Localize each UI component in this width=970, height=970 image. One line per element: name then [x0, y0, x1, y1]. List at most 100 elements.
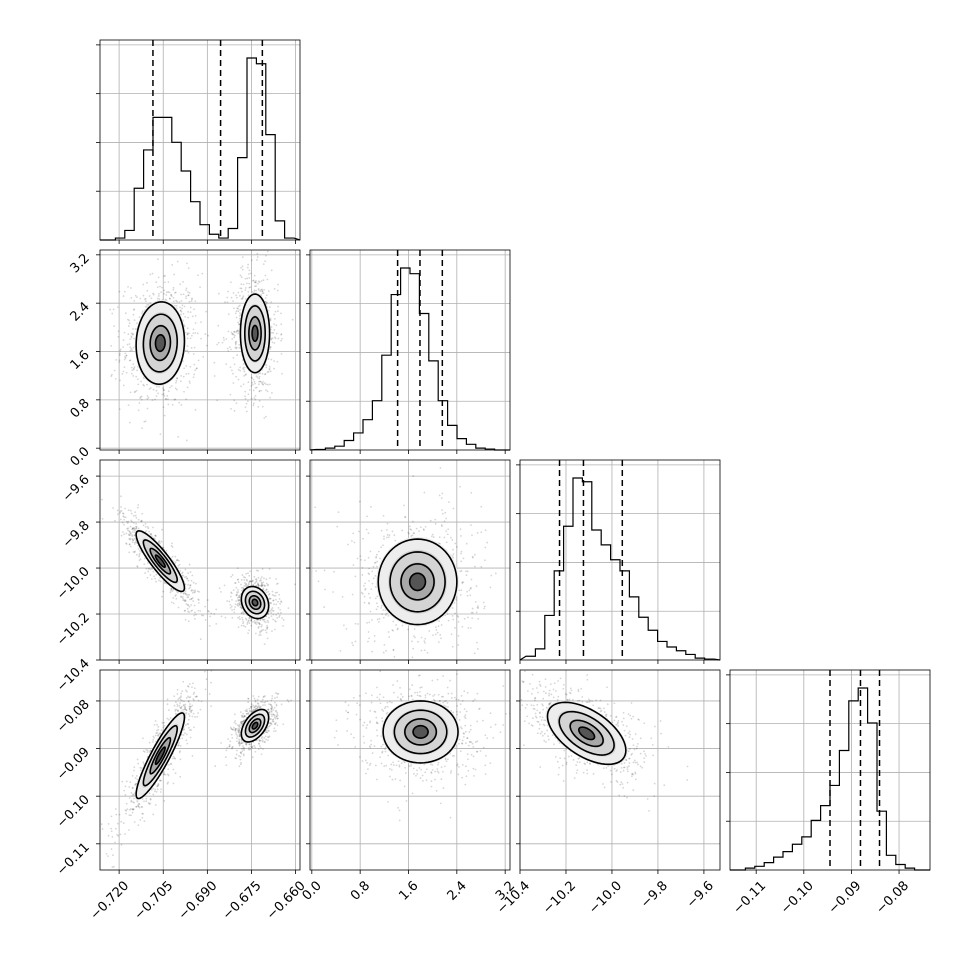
scatter-point [238, 323, 241, 326]
scatter-point [254, 578, 257, 581]
scatter-point [263, 737, 266, 739]
scatter-point [110, 827, 113, 830]
scatter-point [386, 536, 388, 539]
scatter-point [383, 538, 385, 540]
scatter-point [255, 285, 258, 287]
scatter-point [128, 322, 131, 325]
scatter-point [226, 296, 229, 299]
scatter-point [240, 283, 243, 286]
scatter-point [241, 720, 244, 723]
scatter-point [387, 631, 390, 633]
scatter-point [215, 608, 218, 611]
scatter-point [226, 347, 229, 350]
scatter-point [158, 579, 160, 582]
scatter-point [251, 745, 254, 748]
scatter-point [200, 614, 203, 617]
scatter-point [272, 713, 275, 716]
scatter-point [364, 587, 367, 590]
scatter-point [237, 599, 240, 602]
scatter-point [129, 537, 132, 540]
scatter-point [107, 834, 110, 837]
scatter-point [253, 380, 256, 383]
scatter-point [257, 406, 260, 408]
scatter-point [462, 581, 465, 584]
scatter-point [130, 799, 133, 802]
scatter-point [185, 439, 188, 442]
scatter-point [277, 283, 279, 286]
scatter-point [172, 602, 175, 605]
scatter-point [227, 738, 230, 740]
scatter-point [364, 582, 367, 585]
scatter-point [128, 343, 131, 345]
scatter-point [264, 704, 266, 706]
scatter-point [157, 782, 160, 785]
scatter-point [187, 294, 190, 297]
scatter-point [159, 576, 162, 579]
scatter-point [162, 726, 165, 729]
scatter-point [129, 525, 132, 528]
scatter-point [249, 272, 252, 275]
scatter-point [171, 555, 174, 558]
scatter-point [129, 359, 132, 362]
scatter-point [275, 709, 278, 712]
scatter-point [238, 603, 241, 605]
scatter-point [166, 395, 169, 397]
scatter-point [241, 720, 244, 723]
scatter-point [273, 360, 275, 362]
histogram-bar [802, 837, 811, 870]
scatter-point [253, 274, 256, 277]
scatter-point [262, 704, 264, 707]
scatter-point [130, 287, 132, 289]
scatter-point [239, 603, 242, 605]
scatter-point [119, 349, 122, 352]
scatter-point [253, 582, 256, 585]
scatter-point [180, 595, 182, 598]
scatter-point [258, 707, 261, 710]
scatter-point [267, 613, 269, 615]
scatter-point [139, 558, 142, 561]
histogram-bar [209, 234, 218, 240]
scatter-point [149, 568, 152, 571]
scatter-point [266, 626, 268, 629]
scatter-point [191, 609, 194, 612]
scatter-point [131, 538, 134, 540]
scatter-point [149, 301, 152, 304]
scatter-point [262, 584, 265, 587]
scatter-point [237, 307, 239, 310]
scatter-point [113, 325, 116, 328]
scatter-point [231, 745, 234, 748]
scatter-point [119, 379, 121, 382]
scatter-point [186, 685, 189, 687]
scatter-point [376, 595, 379, 598]
scatter-point [120, 534, 123, 537]
histogram-bar [667, 647, 676, 660]
scatter-point [135, 527, 138, 530]
scatter-point [188, 382, 191, 384]
scatter-point [157, 540, 160, 543]
scatter-point [145, 567, 148, 570]
scatter-point [225, 764, 228, 767]
scatter-point [183, 700, 185, 703]
scatter-point [138, 552, 141, 555]
scatter-point [123, 523, 125, 526]
scatter-point [177, 709, 180, 712]
scatter-point [265, 366, 268, 369]
histogram-bar [172, 142, 181, 240]
scatter-point [179, 306, 181, 309]
scatter-point [477, 648, 479, 650]
scatter-point [181, 690, 184, 693]
scatter-point [185, 289, 187, 292]
scatter-point [228, 745, 231, 748]
scatter-point [119, 510, 122, 513]
histogram-bar [466, 444, 475, 450]
scatter-point [180, 374, 183, 377]
scatter-point [218, 587, 221, 590]
scatter-point [265, 301, 268, 304]
scatter-point [205, 310, 208, 313]
scatter-point [241, 722, 244, 725]
scatter-point [188, 729, 191, 731]
scatter-point [235, 594, 238, 597]
scatter-point [239, 733, 241, 736]
scatter-point [187, 267, 190, 269]
scatter-point [194, 300, 197, 303]
